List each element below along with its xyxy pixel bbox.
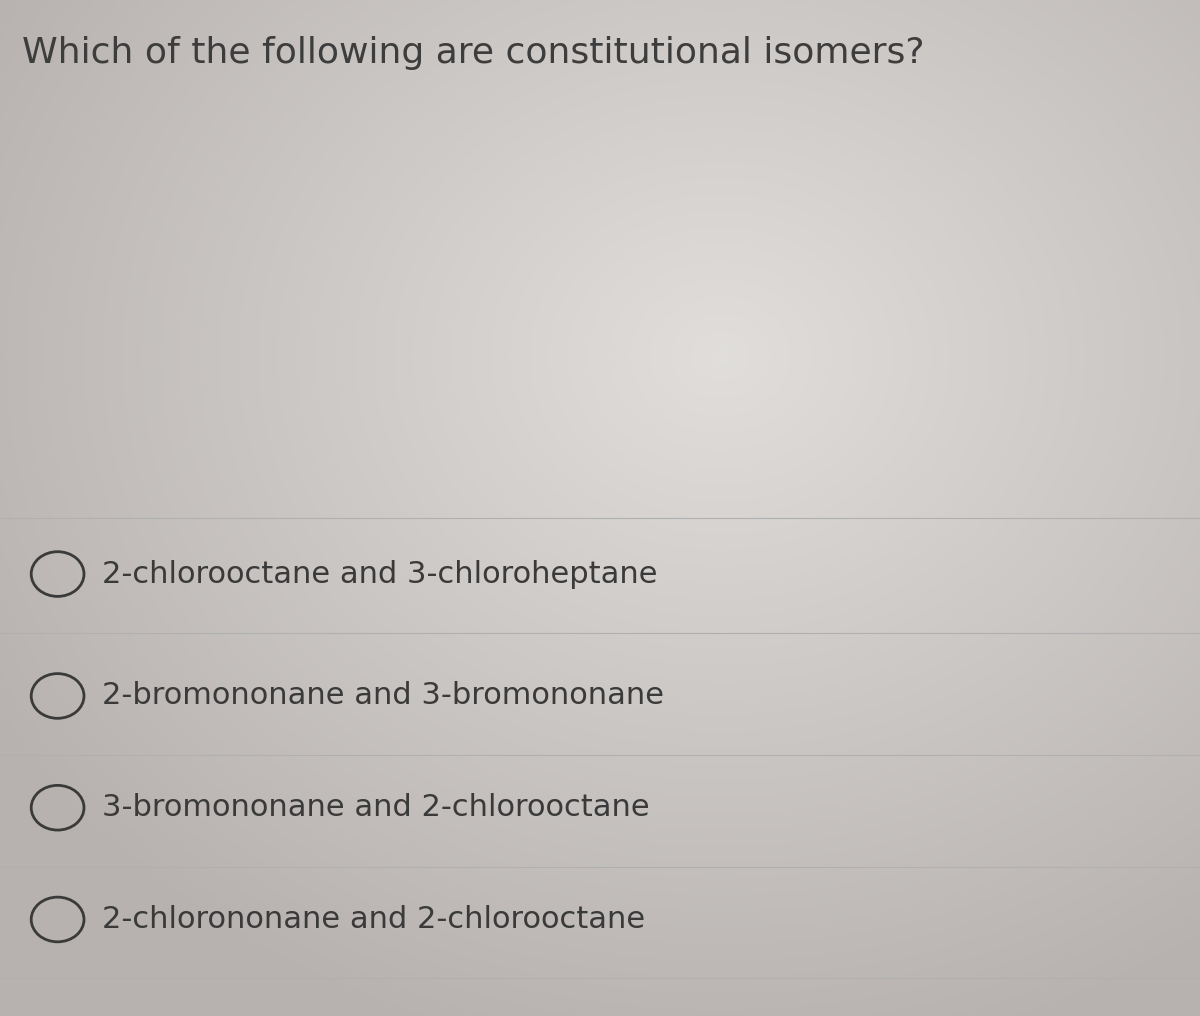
Text: 3-bromononane and 2-chlorooctane: 3-bromononane and 2-chlorooctane (102, 793, 649, 822)
Text: Which of the following are constitutional isomers?: Which of the following are constitutiona… (22, 36, 924, 69)
Text: 2-chlorononane and 2-chlorooctane: 2-chlorononane and 2-chlorooctane (102, 905, 646, 934)
Text: 2-chlorooctane and 3-chloroheptane: 2-chlorooctane and 3-chloroheptane (102, 560, 658, 588)
Text: 2-bromononane and 3-bromononane: 2-bromononane and 3-bromononane (102, 682, 664, 710)
